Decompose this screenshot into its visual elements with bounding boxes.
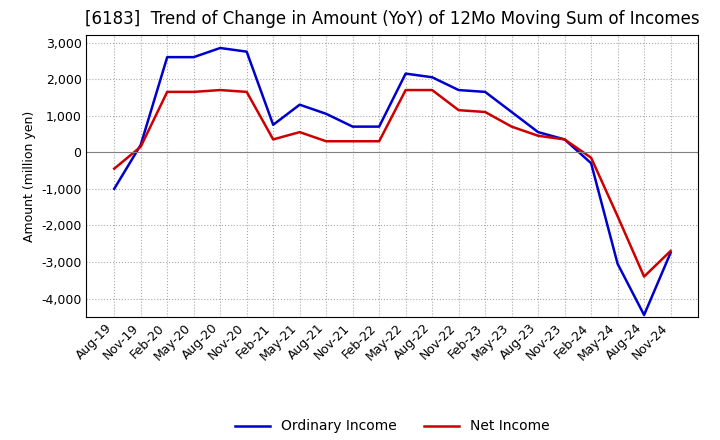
Net Income [136,144,145,150]
Ordinary Income [136,142,145,147]
Ordinary Income [348,124,357,129]
Ordinary Income [666,250,675,256]
Net Income [640,274,649,279]
Ordinary Income [243,49,251,54]
Ordinary Income [295,102,304,107]
Net Income [666,248,675,253]
Net Income [560,137,569,142]
Ordinary Income [613,261,622,266]
Title: [6183]  Trend of Change in Amount (YoY) of 12Mo Moving Sum of Incomes: [6183] Trend of Change in Amount (YoY) o… [85,10,700,28]
Net Income [189,89,198,95]
Ordinary Income [163,55,171,60]
Ordinary Income [640,312,649,318]
Ordinary Income [560,137,569,142]
Net Income [295,129,304,135]
Net Income [613,213,622,219]
Net Income [269,137,277,142]
Ordinary Income [587,161,595,166]
Y-axis label: Amount (million yen): Amount (million yen) [22,110,35,242]
Ordinary Income [110,186,119,191]
Line: Net Income: Net Income [114,90,670,277]
Ordinary Income [216,45,225,51]
Net Income [243,89,251,95]
Net Income [508,124,516,129]
Net Income [375,139,384,144]
Line: Ordinary Income: Ordinary Income [114,48,670,315]
Ordinary Income [269,122,277,128]
Net Income [454,107,463,113]
Net Income [587,155,595,160]
Net Income [322,139,330,144]
Ordinary Income [534,129,542,135]
Ordinary Income [401,71,410,76]
Net Income [348,139,357,144]
Ordinary Income [428,75,436,80]
Ordinary Income [454,88,463,93]
Ordinary Income [189,55,198,60]
Net Income [163,89,171,95]
Ordinary Income [375,124,384,129]
Net Income [110,166,119,171]
Ordinary Income [481,89,490,95]
Legend: Ordinary Income, Net Income: Ordinary Income, Net Income [230,414,555,439]
Net Income [216,88,225,93]
Ordinary Income [508,110,516,115]
Net Income [401,88,410,93]
Net Income [428,88,436,93]
Net Income [481,110,490,115]
Net Income [534,133,542,139]
Ordinary Income [322,111,330,117]
